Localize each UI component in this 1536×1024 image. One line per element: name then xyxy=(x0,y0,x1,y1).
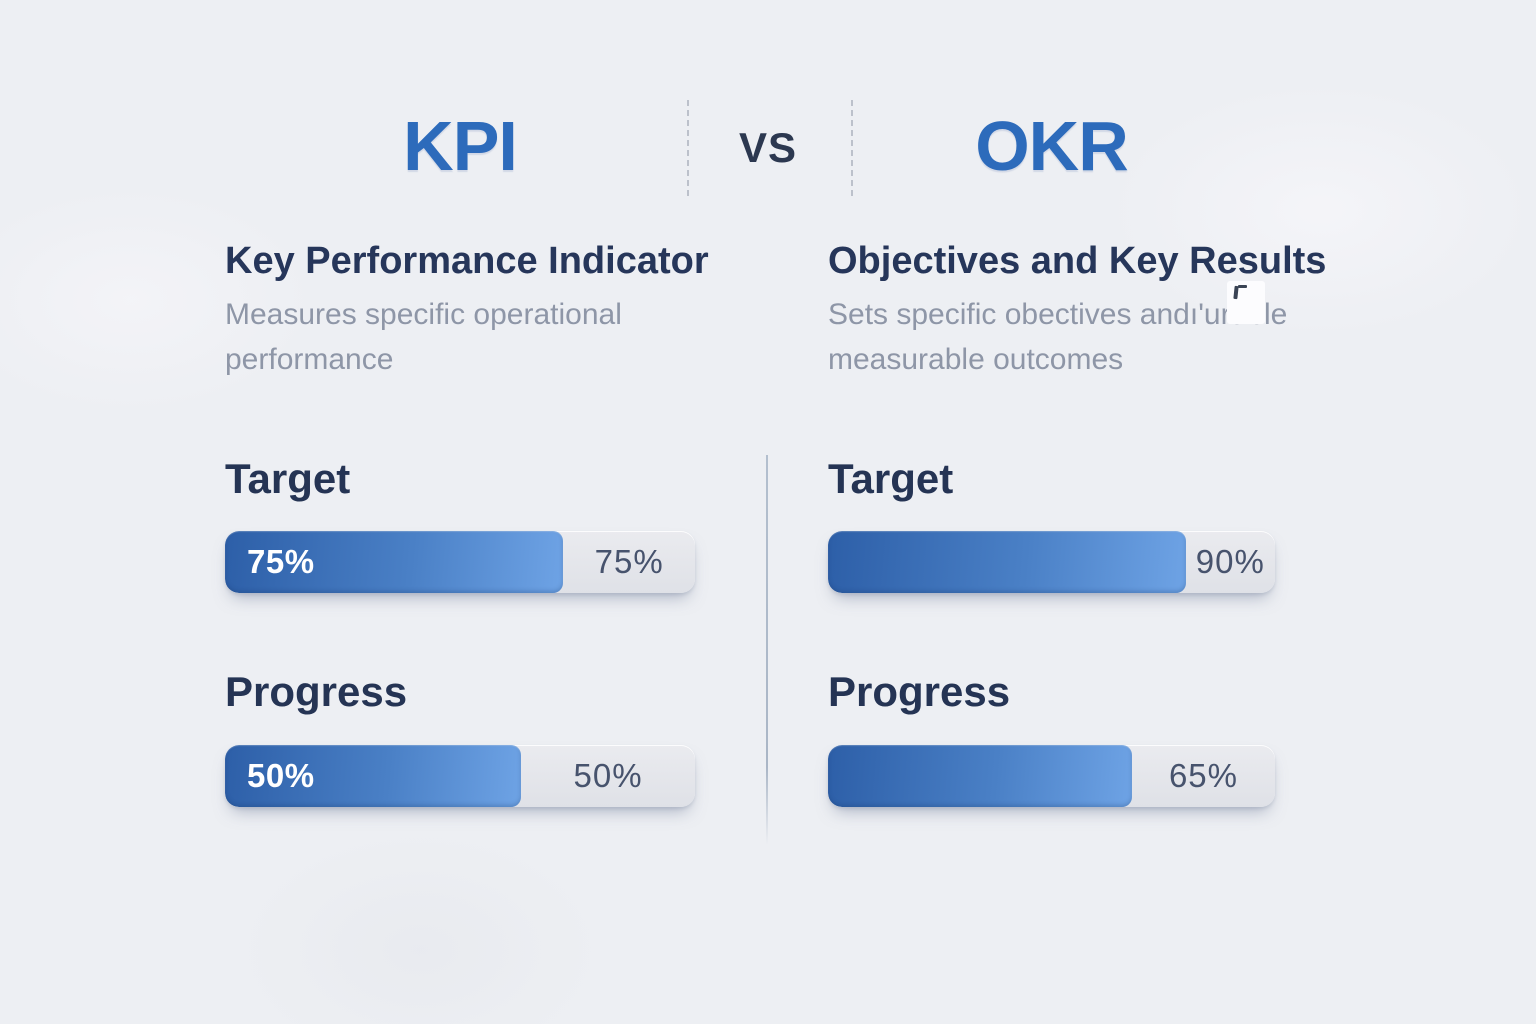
kpi-progress-bar-track: 50% 50% xyxy=(225,745,695,807)
kpi-description-line2: performance xyxy=(225,343,394,376)
kpi-progress-inner-value: 50% xyxy=(247,757,315,794)
kpi-target-label: Target xyxy=(225,455,351,502)
kpi-description: Measures specific operational performanc… xyxy=(225,292,622,382)
kpi-target-bar-fill: 75% xyxy=(225,531,564,593)
okr-target-label: Target xyxy=(828,455,954,502)
okr-heading: Objectives and Key Results xyxy=(828,240,1327,282)
okr-target-bar-fill xyxy=(828,531,1186,593)
image-artifact-patch xyxy=(1227,281,1265,324)
kpi-target-bar-track: 75% 75% xyxy=(225,531,695,593)
kpi-progress-value: 50% xyxy=(573,757,643,794)
image-artifact-tick2 xyxy=(1238,285,1247,288)
kpi-target-bar-rest: 75% xyxy=(563,531,695,593)
kpi-description-line1: Measures specific operational xyxy=(225,298,622,331)
vs-label: vs xyxy=(738,124,798,171)
kpi-progress-bar-fill: 50% xyxy=(225,745,522,807)
okr-description-line2: measurable outcomes xyxy=(828,343,1124,376)
okr-description-line1: Sets specific obectives andı'urable xyxy=(828,298,1288,331)
okr-description: Sets specific obectives andı'urable meas… xyxy=(828,292,1287,382)
kpi-progress-bar-rest: 50% xyxy=(521,745,695,807)
okr-progress-label: Progress xyxy=(828,668,1011,715)
okr-progress-value: 65% xyxy=(1168,757,1238,794)
kpi-title: KPI xyxy=(403,107,518,185)
kpi-progress-label: Progress xyxy=(225,668,408,715)
okr-progress-bar-track: 65% xyxy=(828,745,1275,807)
dashed-divider-right xyxy=(851,100,853,196)
dashed-divider-left xyxy=(687,100,689,196)
okr-progress-bar-fill xyxy=(828,745,1132,807)
column-divider-line xyxy=(766,455,768,845)
okr-progress-bar-rest: 65% xyxy=(1132,745,1275,807)
okr-target-value: 90% xyxy=(1195,543,1265,580)
kpi-target-value: 75% xyxy=(594,543,664,580)
okr-target-bar-track: 90% xyxy=(828,531,1275,593)
kpi-heading: Key Performance Indicator xyxy=(225,240,709,282)
okr-target-bar-rest: 90% xyxy=(1186,531,1275,593)
kpi-target-inner-value: 75% xyxy=(247,543,315,580)
okr-title: OKR xyxy=(975,107,1129,185)
